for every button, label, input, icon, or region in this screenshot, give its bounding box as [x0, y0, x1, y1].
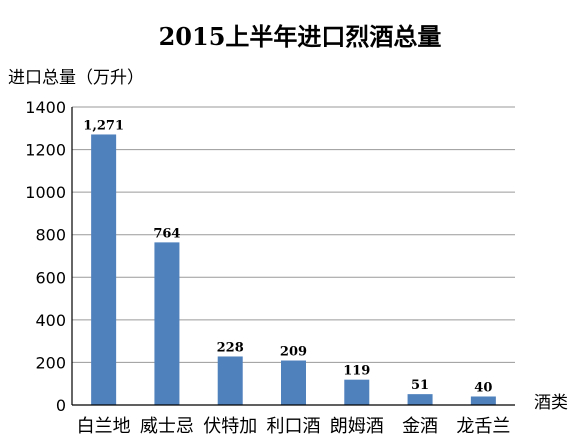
data-label: 1,271 [83, 118, 124, 133]
bar [407, 394, 433, 405]
x-tick-label: 龙舌兰 [456, 416, 510, 437]
data-label: 119 [343, 364, 370, 379]
data-label: 228 [217, 340, 244, 355]
x-tick-label: 朗姆酒 [330, 416, 384, 437]
y-tick-label: 800 [35, 226, 66, 245]
y-tick-label: 1000 [25, 183, 66, 202]
chart-title: 2015上半年进口烈酒总量 [159, 22, 442, 51]
gridlines [72, 106, 515, 363]
data-label: 40 [474, 380, 492, 395]
bar [154, 242, 180, 405]
x-tick-label: 伏特加 [203, 416, 257, 437]
data-label: 51 [411, 378, 429, 393]
y-tick-label: 200 [35, 353, 66, 372]
bars [91, 134, 496, 406]
data-label: 209 [280, 345, 307, 360]
x-tick-label: 利口酒 [267, 416, 321, 437]
x-axis-label: 酒类 [534, 393, 568, 413]
tick-labels: 0 200 400 600 800 1000 1200 1400 白兰地 威士忌 伏特加 利口酒 朗姆酒… [25, 98, 510, 437]
data-label: 764 [153, 226, 180, 241]
y-tick-label: 400 [35, 311, 66, 330]
data-labels: 1,271 764 228 209 119 51 40 [83, 118, 492, 395]
y-tick-label: 1200 [25, 141, 66, 160]
x-tick-label: 威士忌 [140, 416, 194, 437]
y-tick-label: 1400 [25, 98, 66, 117]
y-tick-label: 0 [56, 396, 66, 415]
bar [344, 379, 370, 405]
y-tick-label: 600 [35, 268, 66, 287]
bar [217, 356, 243, 405]
bar [281, 360, 306, 405]
bar [91, 134, 117, 406]
y-axis-label: 进口总量（万升） [8, 68, 144, 88]
x-tick-label: 白兰地 [77, 416, 131, 437]
bar [470, 396, 496, 405]
x-tick-label: 金酒 [402, 416, 438, 437]
